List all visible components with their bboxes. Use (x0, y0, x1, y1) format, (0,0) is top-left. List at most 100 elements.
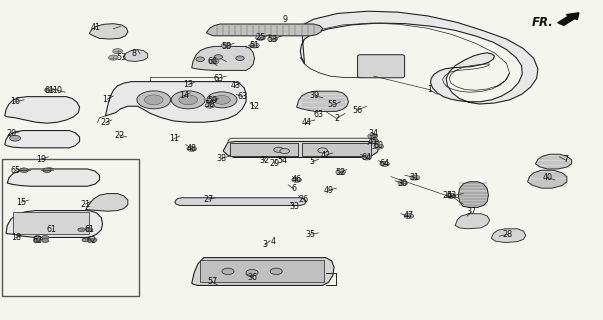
Polygon shape (528, 170, 567, 188)
Text: 56: 56 (352, 106, 362, 115)
Text: 41: 41 (90, 23, 100, 32)
Circle shape (292, 177, 302, 182)
Polygon shape (455, 214, 490, 229)
Circle shape (270, 268, 282, 275)
Polygon shape (297, 91, 349, 111)
Text: 61: 61 (45, 86, 54, 95)
Circle shape (404, 213, 414, 219)
Text: 30: 30 (398, 179, 408, 188)
Circle shape (20, 168, 28, 172)
Text: 7: 7 (563, 156, 568, 164)
Text: 19: 19 (36, 155, 46, 164)
Circle shape (369, 139, 379, 144)
Text: 23: 23 (101, 118, 110, 127)
Text: 44: 44 (302, 118, 311, 127)
Text: 46: 46 (292, 175, 302, 184)
Text: 42: 42 (321, 151, 330, 160)
Text: 38: 38 (217, 154, 227, 163)
Circle shape (398, 180, 408, 186)
Circle shape (318, 148, 327, 153)
Circle shape (82, 238, 89, 242)
Circle shape (209, 59, 219, 64)
Text: 24: 24 (443, 191, 452, 200)
Text: 6: 6 (291, 184, 296, 193)
Circle shape (274, 147, 283, 152)
Circle shape (207, 92, 237, 108)
Circle shape (34, 236, 41, 239)
Circle shape (374, 144, 384, 149)
Text: 21: 21 (81, 200, 90, 209)
Circle shape (45, 88, 54, 93)
Circle shape (205, 103, 215, 108)
Circle shape (171, 91, 205, 109)
Text: 40: 40 (543, 173, 552, 182)
Polygon shape (7, 169, 99, 186)
Circle shape (196, 57, 204, 61)
Text: 10: 10 (52, 86, 62, 95)
Circle shape (336, 170, 346, 175)
Text: 4: 4 (271, 237, 276, 246)
Text: 18: 18 (11, 233, 21, 242)
Text: 11: 11 (169, 134, 178, 143)
Text: 55: 55 (328, 100, 338, 109)
Polygon shape (89, 24, 128, 39)
Polygon shape (535, 154, 572, 169)
Text: 20: 20 (7, 129, 16, 138)
Text: 66: 66 (207, 57, 217, 66)
Text: 64: 64 (380, 159, 390, 168)
Text: 3: 3 (263, 240, 268, 249)
Text: 33: 33 (289, 202, 299, 211)
FancyBboxPatch shape (358, 55, 405, 78)
Text: 1: 1 (427, 85, 432, 94)
Text: 53: 53 (446, 191, 456, 200)
Circle shape (410, 175, 420, 180)
Text: 54: 54 (277, 156, 287, 165)
Circle shape (179, 95, 197, 105)
Polygon shape (300, 11, 538, 104)
Text: 63: 63 (213, 74, 223, 83)
Text: 2: 2 (334, 114, 339, 123)
Text: 47: 47 (404, 212, 414, 220)
Polygon shape (230, 143, 298, 156)
Text: 53: 53 (268, 35, 277, 44)
Text: 17: 17 (103, 95, 112, 104)
Circle shape (113, 49, 122, 54)
Circle shape (221, 43, 231, 48)
FancyArrow shape (558, 13, 579, 25)
Text: 64: 64 (362, 153, 371, 162)
Circle shape (34, 239, 41, 243)
Text: 61: 61 (84, 225, 94, 234)
Circle shape (362, 155, 371, 160)
Text: 32: 32 (259, 156, 269, 165)
Text: 65: 65 (11, 166, 21, 175)
Text: 9: 9 (282, 15, 287, 24)
Text: 52: 52 (336, 168, 346, 177)
Text: 63: 63 (314, 110, 323, 119)
Text: 49: 49 (324, 186, 333, 195)
Text: 61: 61 (46, 225, 56, 234)
Text: 22: 22 (115, 131, 124, 140)
Text: 51: 51 (250, 41, 259, 50)
Polygon shape (192, 258, 334, 285)
Polygon shape (223, 141, 379, 157)
Circle shape (145, 95, 163, 105)
Polygon shape (13, 212, 89, 234)
Text: 36: 36 (247, 273, 257, 282)
Circle shape (380, 161, 390, 166)
Text: 37: 37 (467, 207, 476, 216)
Text: 34: 34 (369, 129, 379, 138)
Text: 53: 53 (117, 53, 127, 62)
Text: 50: 50 (205, 100, 215, 109)
Text: 8: 8 (131, 49, 136, 58)
Text: 16: 16 (10, 97, 20, 106)
Polygon shape (458, 182, 488, 207)
Polygon shape (5, 97, 80, 123)
Text: 62: 62 (87, 236, 96, 245)
Bar (2, 159, 139, 296)
Text: 13: 13 (183, 80, 193, 89)
Circle shape (90, 238, 97, 242)
Circle shape (42, 236, 49, 239)
Text: 48: 48 (187, 144, 197, 153)
Circle shape (268, 36, 277, 42)
Text: 25: 25 (256, 33, 265, 42)
